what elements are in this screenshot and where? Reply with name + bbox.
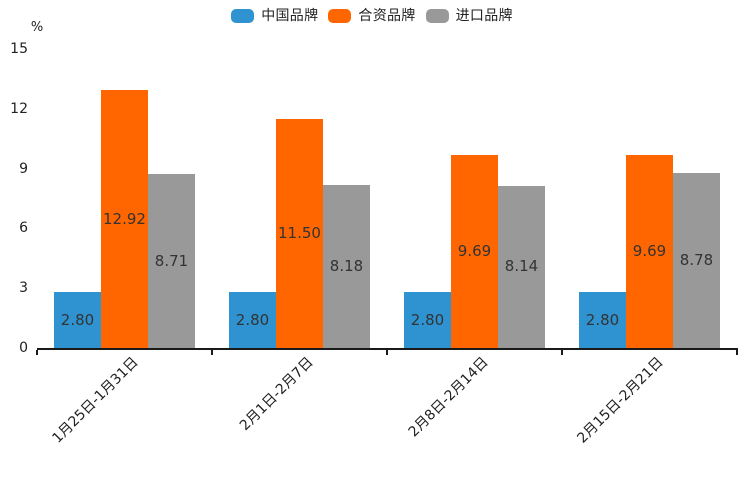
bar-value-label: 12.92: [103, 209, 146, 228]
bar-value-label: 8.14: [504, 257, 539, 276]
legend-item: 中国品牌: [231, 9, 318, 23]
bar-value-label: 2.80: [235, 310, 270, 329]
bar-进口品牌: 8.18: [323, 184, 370, 348]
bar-合资品牌: 11.50: [276, 118, 323, 348]
x-axis-tick-mark: [36, 350, 38, 355]
bar-value-label: 11.50: [278, 223, 321, 242]
legend-item: 进口品牌: [425, 8, 513, 24]
legend-label: 中国品牌: [261, 8, 319, 24]
y-axis-tick-label: 3: [19, 280, 28, 297]
legend-item: 合资品牌: [328, 9, 415, 23]
legend-label: 合资品牌: [358, 8, 416, 24]
bar-合资品牌: 9.69: [626, 154, 673, 348]
y-axis-tick-label: 12: [10, 100, 28, 117]
y-axis-tick-label: 0: [19, 340, 28, 356]
legend-swatch-icon: [425, 9, 449, 23]
bar-value-label: 9.69: [632, 241, 667, 260]
legend-label: 进口品牌: [455, 8, 513, 24]
y-axis-tick-label: 15: [10, 41, 28, 57]
x-axis-category-label: 1月25日-1月31日: [48, 354, 142, 447]
bar-合资品牌: 12.92: [101, 90, 148, 348]
x-axis-category-label: 2月8日-2月14日: [405, 354, 492, 441]
bar-中国品牌: 2.80: [579, 292, 626, 348]
y-axis-unit-label: %: [30, 20, 44, 35]
bar-进口品牌: 8.78: [673, 172, 720, 348]
bar-进口品牌: 8.14: [498, 185, 545, 348]
bar-进口品牌: 8.71: [148, 174, 195, 348]
bar-中国品牌: 2.80: [54, 292, 101, 348]
bar-value-label: 8.71: [154, 251, 189, 270]
x-axis-tick-mark: [736, 350, 738, 355]
bar-value-label: 2.80: [410, 310, 445, 329]
bar-value-label: 8.18: [329, 256, 364, 275]
x-axis-tick-mark: [561, 350, 563, 355]
legend-swatch-icon: [328, 9, 352, 23]
bar-value-label: 2.80: [60, 310, 95, 329]
chart-legend: 中国品牌 合资品牌 进口品牌: [0, 9, 744, 23]
legend-swatch-icon: [231, 9, 255, 23]
x-axis-category-label: 2月15日-2月21日: [573, 354, 667, 447]
x-axis-line: [37, 348, 738, 350]
bar-value-label: 9.69: [457, 241, 492, 260]
bar-value-label: 2.80: [585, 310, 620, 329]
y-axis-tick-label: 6: [19, 220, 28, 237]
bar-合资品牌: 9.69: [451, 154, 498, 348]
x-axis-tick-mark: [386, 350, 388, 355]
x-axis-tick-mark: [211, 350, 213, 355]
x-axis-category-label: 2月1日-2月7日: [236, 354, 317, 434]
y-axis-tick-label: 9: [19, 160, 28, 177]
bar-中国品牌: 2.80: [404, 292, 451, 348]
bar-中国品牌: 2.80: [229, 292, 276, 348]
bar-value-label: 8.78: [679, 250, 714, 269]
